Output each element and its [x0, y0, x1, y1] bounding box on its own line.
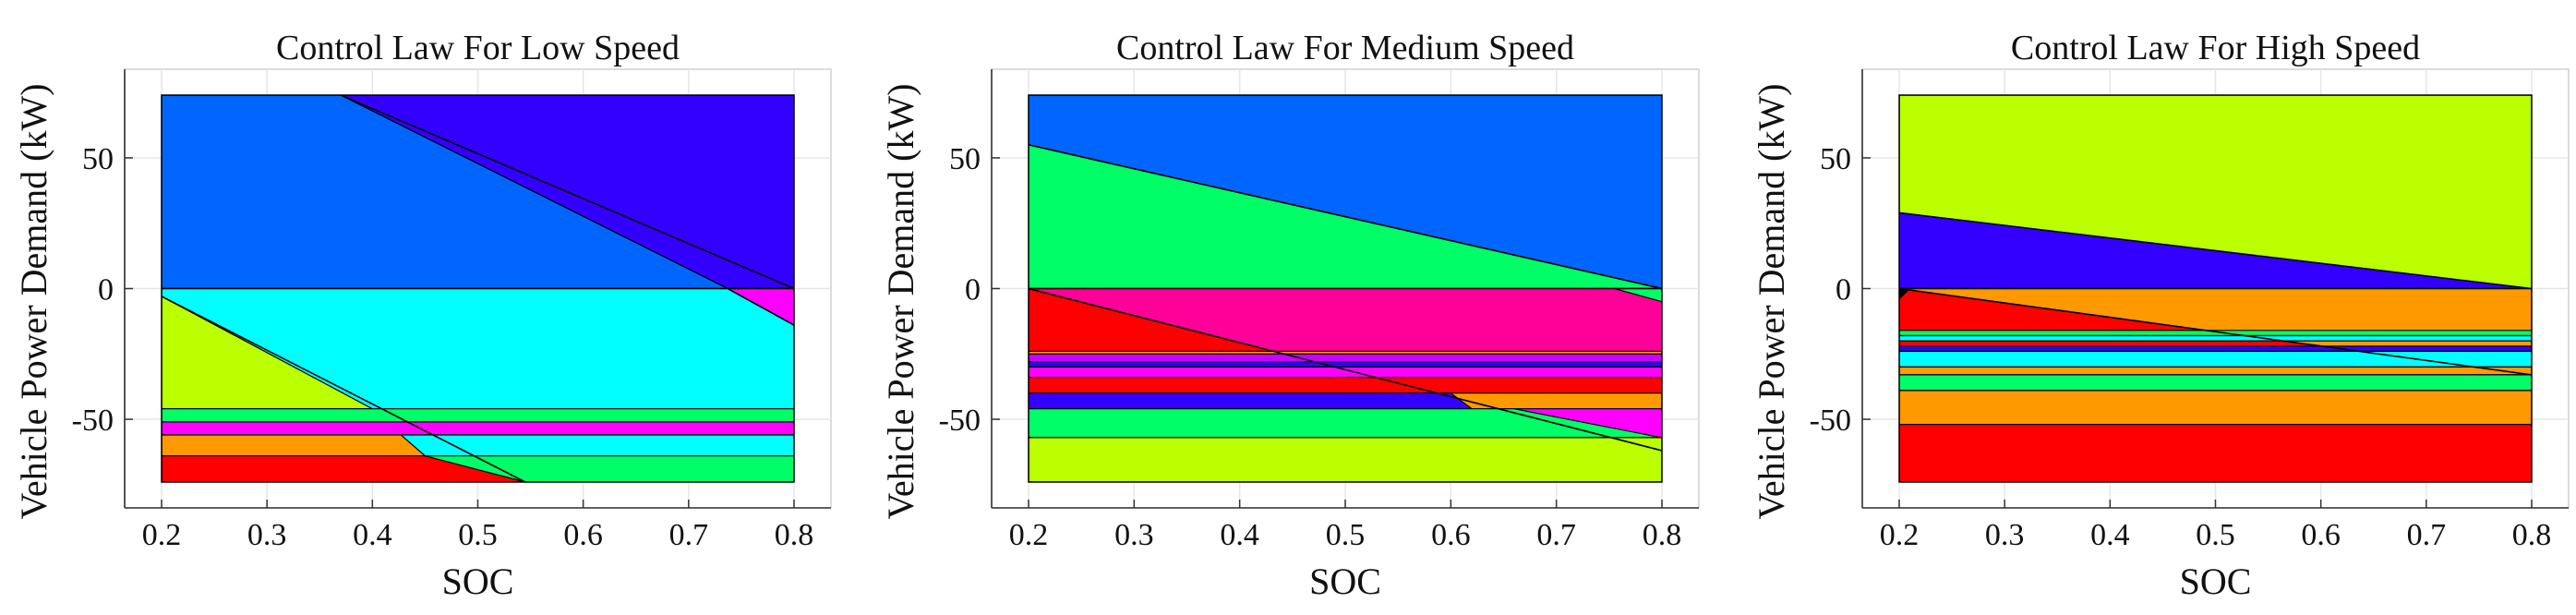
region-magenta	[162, 421, 794, 436]
region-purple	[1029, 353, 1662, 363]
boundary-line	[340, 95, 794, 290]
x-tick-label: 0.4	[353, 518, 392, 552]
x-tick-label: 0.8	[2512, 518, 2552, 552]
x-tick-label: 0.2	[142, 518, 182, 552]
x-tick-label: 0.2	[1880, 518, 1920, 552]
chart-title: Control Law For High Speed	[2011, 29, 2420, 67]
x-tick-label: 0.3	[1114, 518, 1154, 552]
x-tick-label: 0.8	[1643, 518, 1682, 552]
y-axis-label: Vehicle Power Demand (kW)	[1751, 83, 1792, 519]
region-red	[1899, 424, 2532, 482]
region-orange	[1899, 366, 2532, 376]
region-green	[1899, 330, 2532, 337]
x-tick-label: 0.6	[1431, 518, 1471, 552]
x-axis-label: SOC	[1309, 561, 1381, 602]
boundary-line	[727, 287, 794, 326]
plot-frame	[1898, 94, 2533, 483]
y-tick-label: 0	[1836, 273, 1851, 308]
plot-frame	[161, 94, 795, 483]
x-tick-label: 0.7	[669, 518, 709, 552]
x-tick-label: 0.7	[2407, 518, 2447, 552]
region-cyan	[400, 434, 794, 457]
region-cyan	[1899, 334, 2532, 342]
panel-1: 0.2 0.3 0.4 0.5 0.6 0.7 0.8 50 0 -50 Control Law F…	[13, 29, 832, 602]
region-green	[1899, 374, 2532, 392]
x-tick-label: 0.3	[247, 518, 287, 552]
chart-title: Control Law For Medium Speed	[1116, 29, 1574, 67]
x-tick-label: 0.4	[2090, 518, 2130, 552]
x-tick-label: 0.6	[2301, 518, 2341, 552]
region-green	[162, 408, 794, 423]
region-cyan	[1899, 350, 2532, 368]
region-green	[424, 455, 794, 482]
y-axis-label: Vehicle Power Demand (kW)	[880, 83, 921, 519]
x-tick-label: 0.8	[775, 518, 814, 552]
boundary-line	[162, 295, 526, 482]
region-green	[1029, 408, 1662, 439]
region-orange	[1899, 390, 2532, 426]
y-tick-label: -50	[1810, 404, 1851, 438]
plot-frame	[1028, 94, 1663, 483]
x-tick-label: 0.2	[1009, 518, 1049, 552]
x-tick-label: 0.5	[1326, 518, 1366, 552]
region-red	[1029, 377, 1662, 394]
region-orange	[1029, 350, 1662, 355]
regions	[1029, 95, 1662, 482]
y-tick-label: 50	[82, 142, 114, 176]
x-tick-label: 0.7	[1536, 518, 1576, 552]
x-tick-label: 0.5	[2196, 518, 2235, 552]
region-violet	[1029, 392, 1473, 410]
y-tick-label: 0	[98, 273, 114, 308]
y-tick-label: -50	[72, 404, 114, 438]
regions	[1899, 95, 2532, 482]
boundary-line	[1029, 287, 1662, 452]
region-magenta	[1029, 366, 1662, 379]
region-lime	[1029, 437, 1662, 482]
x-tick-label: 0.4	[1220, 518, 1259, 552]
y-tick-label: 0	[965, 273, 981, 308]
boundary-line	[1899, 287, 2532, 376]
x-tick-label: 0.3	[1985, 518, 2025, 552]
panel-3: 0.2 0.3 0.4 0.5 0.6 0.7 0.8 50 0 -50 Control Law F…	[1751, 29, 2570, 602]
region-violet	[1899, 345, 2532, 352]
panel-2: 0.2 0.3 0.4 0.5 0.6 0.7 0.8 50 0 -50 Control Law F…	[880, 29, 1700, 602]
y-axis-label: Vehicle Power Demand (kW)	[13, 83, 54, 519]
boundary-line	[1899, 211, 2532, 290]
regions	[162, 95, 794, 482]
x-axis-label: SOC	[442, 561, 514, 602]
y-tick-label: 50	[1820, 142, 1851, 176]
boundary-line	[1029, 144, 1662, 290]
x-axis-label: SOC	[2180, 561, 2252, 602]
y-tick-label: -50	[939, 404, 981, 438]
y-tick-label: 50	[949, 142, 981, 176]
x-tick-label: 0.5	[458, 518, 498, 552]
x-tick-label: 0.6	[563, 518, 603, 552]
region-violet	[1029, 361, 1662, 368]
chart-title: Control Law For Low Speed	[276, 29, 680, 67]
